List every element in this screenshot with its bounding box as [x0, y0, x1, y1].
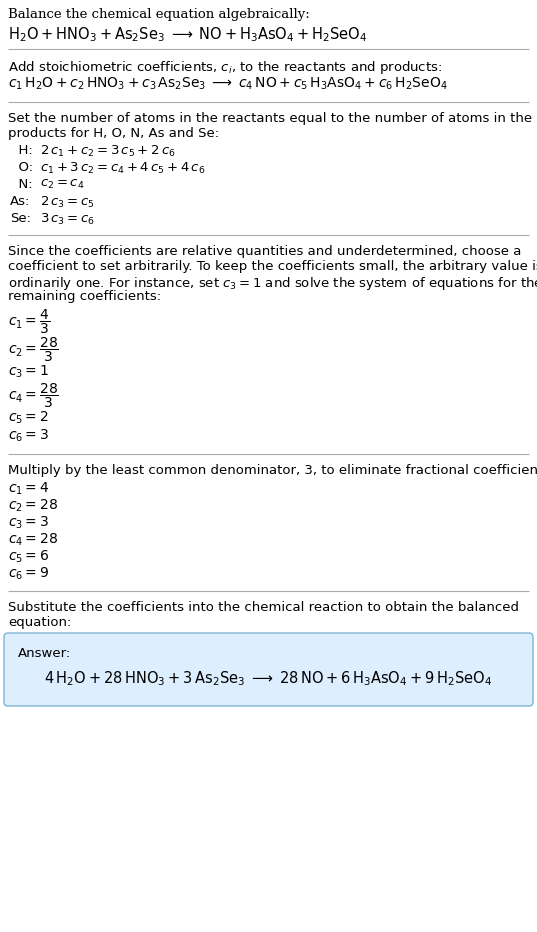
Text: $c_6 = 3$: $c_6 = 3$: [8, 428, 49, 445]
Text: $2\,c_3 = c_5$: $2\,c_3 = c_5$: [40, 195, 95, 210]
Text: $\mathrm{H_2O + HNO_3 + As_2Se_3} \;\longrightarrow\; \mathrm{NO + H_3AsO_4 + H_: $\mathrm{H_2O + HNO_3 + As_2Se_3} \;\lon…: [8, 25, 367, 44]
Text: $c_1 = \dfrac{4}{3}$: $c_1 = \dfrac{4}{3}$: [8, 308, 50, 336]
Text: Add stoichiometric coefficients, $c_i$, to the reactants and products:: Add stoichiometric coefficients, $c_i$, …: [8, 59, 442, 76]
FancyBboxPatch shape: [4, 633, 533, 706]
Text: $c_2 = 28$: $c_2 = 28$: [8, 498, 58, 514]
Text: $c_3 = 1$: $c_3 = 1$: [8, 364, 49, 380]
Text: Substitute the coefficients into the chemical reaction to obtain the balanced: Substitute the coefficients into the che…: [8, 601, 519, 614]
Text: $c_2 = \dfrac{28}{3}$: $c_2 = \dfrac{28}{3}$: [8, 336, 59, 364]
Text: ordinarily one. For instance, set $c_3 = 1$ and solve the system of equations fo: ordinarily one. For instance, set $c_3 =…: [8, 275, 537, 292]
Text: Balance the chemical equation algebraically:: Balance the chemical equation algebraica…: [8, 8, 310, 21]
Text: remaining coefficients:: remaining coefficients:: [8, 290, 161, 303]
Text: Answer:: Answer:: [18, 647, 71, 660]
Text: Set the number of atoms in the reactants equal to the number of atoms in the: Set the number of atoms in the reactants…: [8, 112, 532, 125]
Text: $c_1\,\mathrm{H_2O} + c_2\,\mathrm{HNO_3} + c_3\,\mathrm{As_2Se_3} \;\longrighta: $c_1\,\mathrm{H_2O} + c_2\,\mathrm{HNO_3…: [8, 76, 448, 92]
Text: $c_2 = c_4$: $c_2 = c_4$: [40, 178, 84, 191]
Text: N:: N:: [10, 178, 33, 191]
Text: As:: As:: [10, 195, 31, 208]
Text: O:: O:: [10, 161, 33, 174]
Text: $c_4 = 28$: $c_4 = 28$: [8, 532, 58, 548]
Text: H:: H:: [10, 144, 33, 157]
Text: $3\,c_3 = c_6$: $3\,c_3 = c_6$: [40, 212, 95, 227]
Text: $c_5 = 2$: $c_5 = 2$: [8, 410, 49, 427]
Text: $c_4 = \dfrac{28}{3}$: $c_4 = \dfrac{28}{3}$: [8, 382, 59, 410]
Text: Since the coefficients are relative quantities and underdetermined, choose a: Since the coefficients are relative quan…: [8, 245, 521, 258]
Text: equation:: equation:: [8, 616, 71, 629]
Text: coefficient to set arbitrarily. To keep the coefficients small, the arbitrary va: coefficient to set arbitrarily. To keep …: [8, 260, 537, 273]
Text: $c_5 = 6$: $c_5 = 6$: [8, 549, 49, 566]
Text: $4\,\mathrm{H_2O} + 28\,\mathrm{HNO_3} + 3\,\mathrm{As_2Se_3} \;\longrightarrow\: $4\,\mathrm{H_2O} + 28\,\mathrm{HNO_3} +…: [44, 669, 492, 688]
Text: $c_1 + 3\,c_2 = c_4 + 4\,c_5 + 4\,c_6$: $c_1 + 3\,c_2 = c_4 + 4\,c_5 + 4\,c_6$: [40, 161, 206, 176]
Text: Se:: Se:: [10, 212, 31, 225]
Text: $2\,c_1 + c_2 = 3\,c_5 + 2\,c_6$: $2\,c_1 + c_2 = 3\,c_5 + 2\,c_6$: [40, 144, 176, 159]
Text: Multiply by the least common denominator, 3, to eliminate fractional coefficient: Multiply by the least common denominator…: [8, 464, 537, 477]
Text: $c_6 = 9$: $c_6 = 9$: [8, 566, 49, 582]
Text: $c_1 = 4$: $c_1 = 4$: [8, 481, 49, 498]
Text: $c_3 = 3$: $c_3 = 3$: [8, 515, 49, 531]
Text: products for H, O, N, As and Se:: products for H, O, N, As and Se:: [8, 127, 219, 140]
